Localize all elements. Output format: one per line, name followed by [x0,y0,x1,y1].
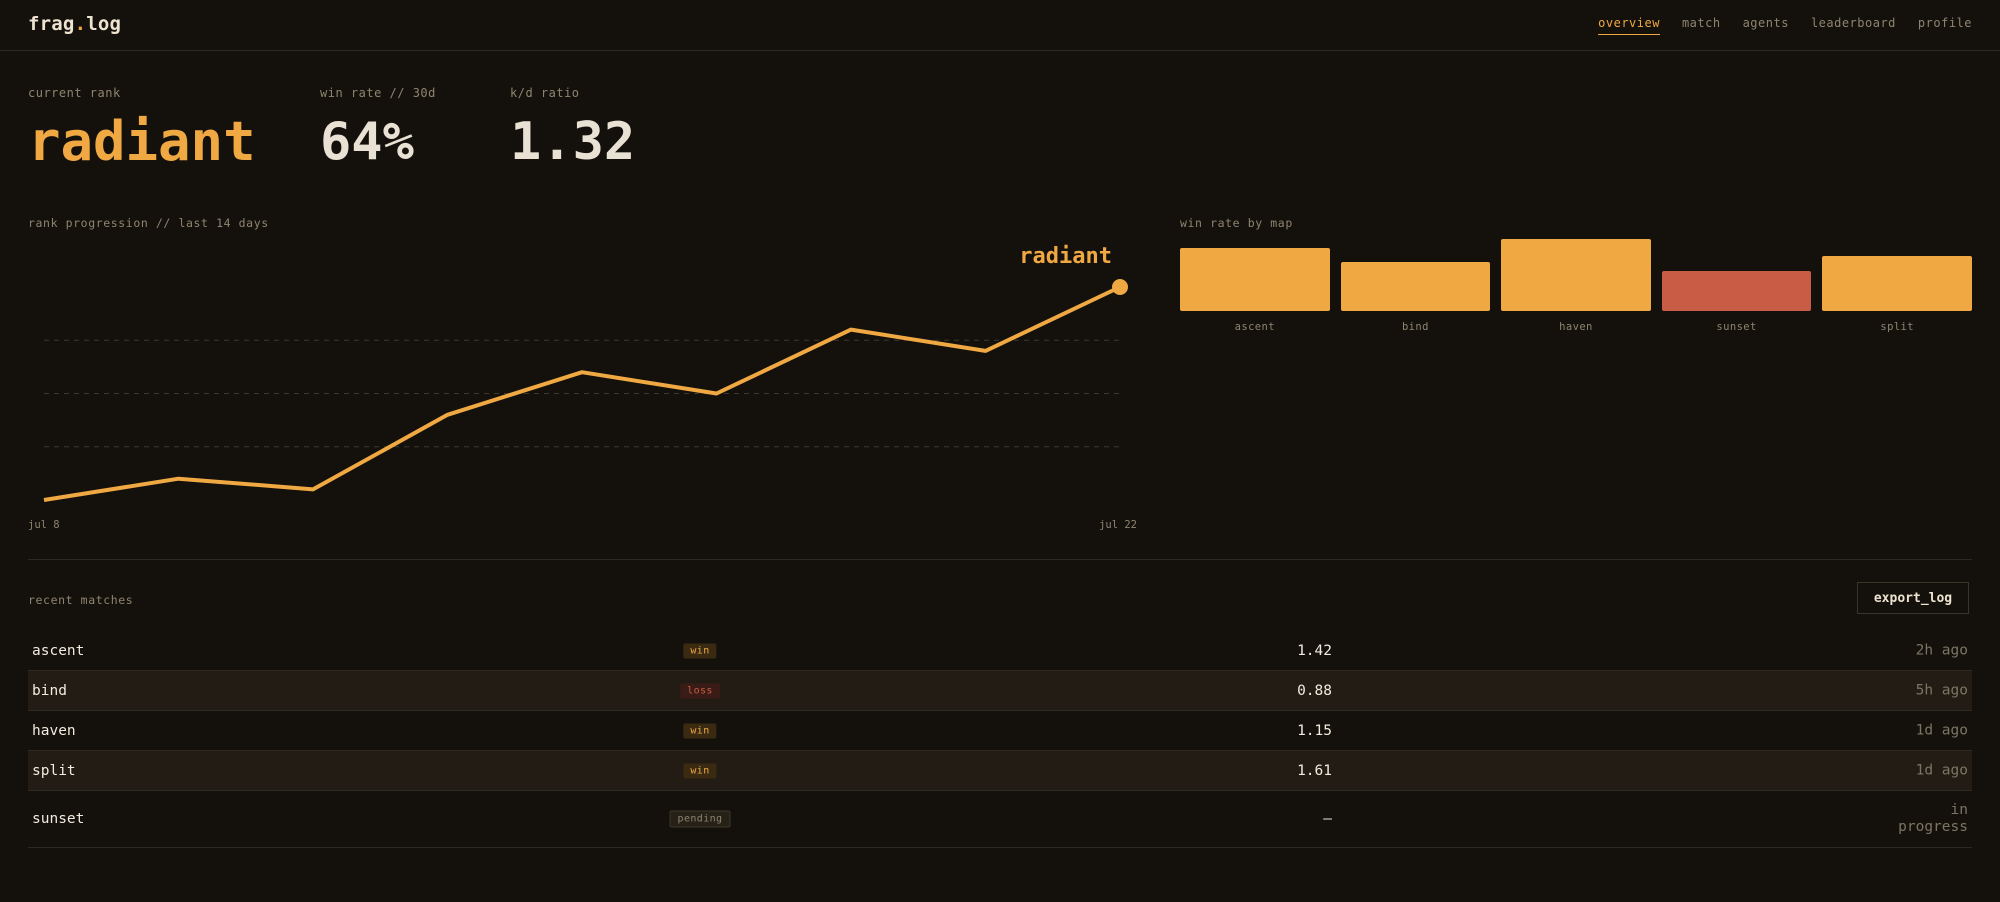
match-time: 1d ago [1915,762,1968,778]
match-map: haven [32,722,76,739]
nav-leaderboard[interactable]: leaderboard [1810,16,1896,30]
bar-label-bind: bind [1401,321,1429,333]
recent-matches-table: ascent win 1.42 2h ago bind loss 0.88 5h… [28,631,1972,848]
bar-split[interactable] [1822,255,1972,311]
stat-win-rate: win rate // 30d 64% [320,86,436,174]
top-bar: frag.log overview match agents leaderboa… [0,0,2000,51]
stat-value: 64% [320,112,414,172]
result-badge: win [683,643,717,658]
bar-label-sunset: sunset [1716,321,1757,333]
match-map: bind [32,682,67,699]
match-kd: 0.88 [1297,682,1332,699]
bar-label-ascent: ascent [1234,321,1275,333]
logo-suffix: log [86,13,122,35]
table-row[interactable]: split win 1.61 1d ago [28,751,1972,791]
stat-label: k/d ratio [510,86,580,100]
match-kd: 1.61 [1297,762,1332,779]
stat-label: win rate // 30d [320,86,436,100]
nav-profile[interactable]: profile [1917,16,1972,30]
bar-label-split: split [1880,321,1914,333]
stat-value: radiant [28,110,256,173]
recent-matches-title: recent matches [28,593,134,607]
table-row[interactable]: bind loss 0.88 5h ago [28,671,1972,711]
export-log-button[interactable]: export_log [1857,582,1969,614]
table-row[interactable]: ascent win 1.42 2h ago [28,631,1972,671]
chart-end-label: radiant [1019,244,1112,269]
match-kd: 1.15 [1297,722,1332,739]
nav-match[interactable]: match [1681,16,1721,30]
rank-progression-chart: radiant jul 8 jul 22 [28,244,1137,531]
table-row[interactable]: haven win 1.15 1d ago [28,711,1972,751]
table-row[interactable]: sunset pending — in progress [28,791,1972,848]
bar-label-haven: haven [1559,321,1593,333]
stat-label: current rank [28,86,121,100]
match-time: 2h ago [1915,642,1968,658]
stat-value: 1.32 [510,112,636,172]
match-map: ascent [32,642,85,659]
match-kd: — [1323,811,1332,827]
result-badge: win [683,723,717,738]
main-nav: overview match agents leaderboard profil… [1598,16,1972,35]
x-start-tick-label: jul 8 [28,519,60,531]
result-badge: win [683,763,717,778]
match-time: 5h ago [1915,682,1968,698]
logo-dot: . [74,13,87,35]
match-map: sunset [32,811,85,827]
stat-kd-ratio: k/d ratio 1.32 [510,86,635,174]
x-end-tick-label: jul 22 [1099,519,1137,531]
nav-agents[interactable]: agents [1742,16,1789,30]
stat-current-rank: current rank radiant [28,86,256,174]
current-rank-point[interactable] [1112,279,1128,295]
bar-bind[interactable] [1340,262,1491,311]
match-time: in progress [1898,802,1968,835]
result-badge: pending [669,810,731,828]
result-badge: loss [680,683,720,698]
section-divider [28,559,1972,560]
match-time: 1d ago [1915,722,1968,738]
logo-prefix: frag [28,13,75,35]
rank-chart-title: rank progression // last 14 days [28,216,269,230]
app-logo[interactable]: frag.log [28,13,121,35]
bar-sunset[interactable] [1661,271,1812,311]
bar-haven[interactable] [1501,239,1651,311]
nav-overview[interactable]: overview [1598,16,1660,35]
win-rate-by-map-chart: ascent bind haven sunset split [1180,238,1972,333]
match-kd: 1.42 [1297,642,1332,659]
bar-ascent[interactable] [1180,247,1330,311]
match-map: split [32,762,76,779]
map-chart-title: win rate by map [1180,216,1293,230]
